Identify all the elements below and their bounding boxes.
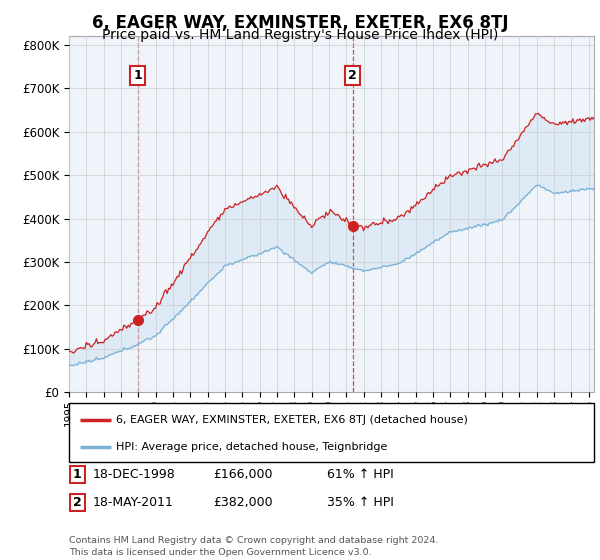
Text: 61% ↑ HPI: 61% ↑ HPI (327, 468, 394, 482)
Text: 35% ↑ HPI: 35% ↑ HPI (327, 496, 394, 510)
Text: Contains HM Land Registry data © Crown copyright and database right 2024.
This d: Contains HM Land Registry data © Crown c… (69, 536, 439, 557)
Text: 2: 2 (73, 496, 82, 510)
Text: 2: 2 (349, 69, 357, 82)
Text: £382,000: £382,000 (213, 496, 272, 510)
FancyBboxPatch shape (69, 403, 594, 462)
Text: 6, EAGER WAY, EXMINSTER, EXETER, EX6 8TJ: 6, EAGER WAY, EXMINSTER, EXETER, EX6 8TJ (92, 14, 508, 32)
FancyBboxPatch shape (70, 466, 85, 483)
Text: 1: 1 (73, 468, 82, 482)
Text: £166,000: £166,000 (213, 468, 272, 482)
Text: 18-DEC-1998: 18-DEC-1998 (93, 468, 176, 482)
Text: 1: 1 (133, 69, 142, 82)
FancyBboxPatch shape (70, 494, 85, 511)
Text: HPI: Average price, detached house, Teignbridge: HPI: Average price, detached house, Teig… (116, 442, 388, 452)
Text: 18-MAY-2011: 18-MAY-2011 (93, 496, 174, 510)
Text: 6, EAGER WAY, EXMINSTER, EXETER, EX6 8TJ (detached house): 6, EAGER WAY, EXMINSTER, EXETER, EX6 8TJ… (116, 414, 468, 424)
Text: Price paid vs. HM Land Registry's House Price Index (HPI): Price paid vs. HM Land Registry's House … (102, 28, 498, 42)
